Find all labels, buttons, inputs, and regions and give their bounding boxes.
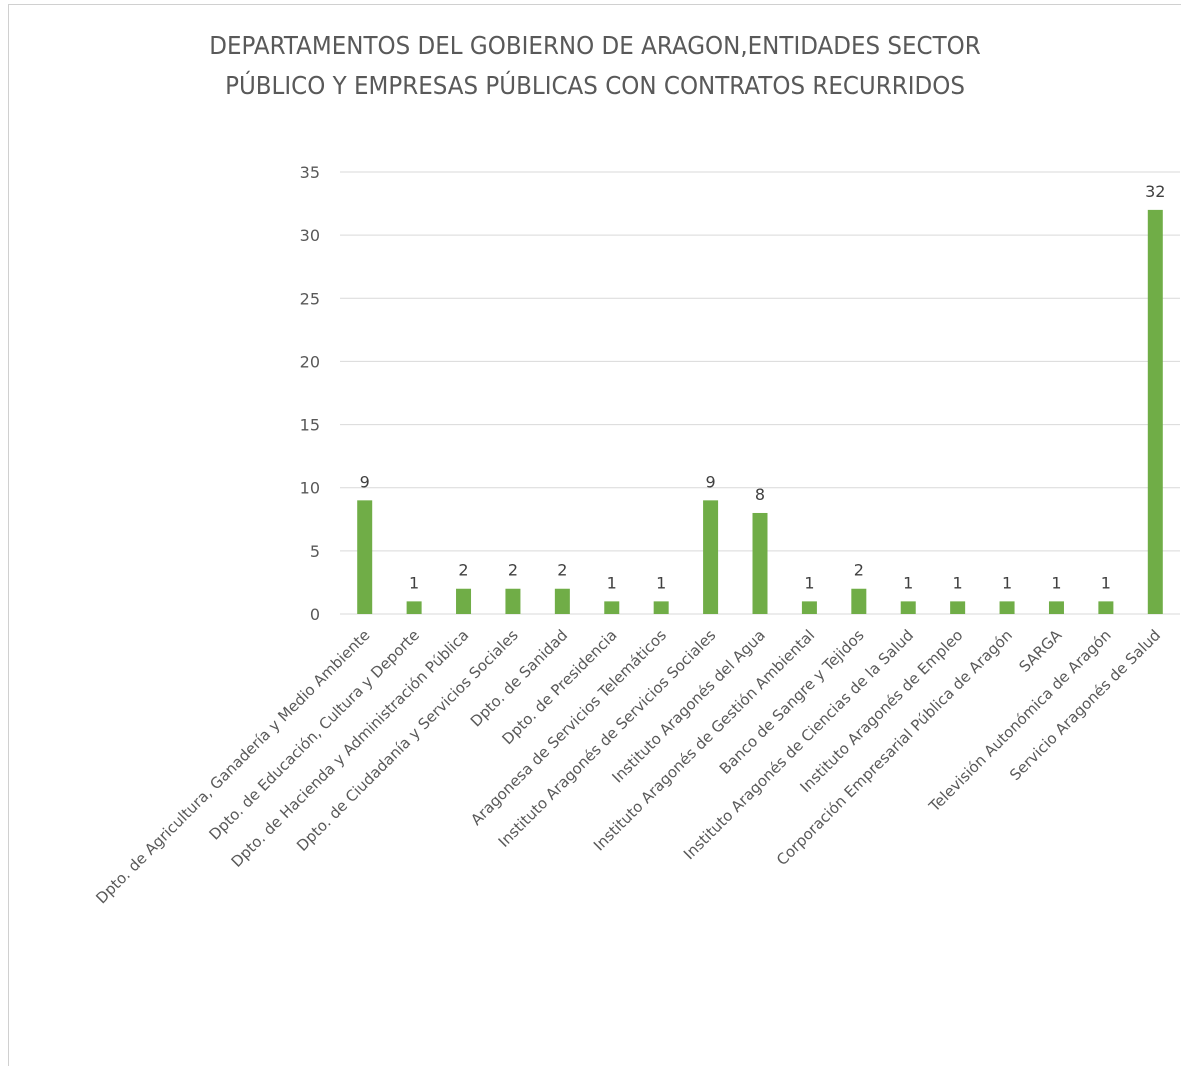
bar bbox=[1048, 601, 1064, 614]
data-label: 2 bbox=[508, 561, 518, 580]
bar bbox=[505, 588, 521, 614]
y-tick-label: 0 bbox=[310, 605, 320, 624]
data-label: 2 bbox=[854, 561, 864, 580]
data-label: 1 bbox=[607, 573, 617, 592]
data-label: 1 bbox=[409, 573, 419, 592]
chart-title-line-2: PÚBLICO Y EMPRESAS PÚBLICAS CON CONTRATO… bbox=[225, 71, 965, 100]
y-tick-label: 20 bbox=[300, 352, 320, 371]
data-label: 1 bbox=[1101, 573, 1111, 592]
bar bbox=[357, 500, 373, 614]
data-label: 32 bbox=[1145, 182, 1165, 201]
y-tick-label: 15 bbox=[300, 416, 320, 435]
bar bbox=[950, 601, 966, 614]
category-label: Dpto. de Educación, Cultura y Deporte bbox=[205, 626, 422, 843]
chart-title: DEPARTAMENTOS DEL GOBIERNO DE ARAGON,ENT… bbox=[130, 26, 1059, 106]
bar bbox=[456, 588, 472, 614]
gridlines bbox=[340, 171, 1180, 615]
bar bbox=[752, 512, 768, 614]
data-label: 8 bbox=[755, 485, 765, 504]
data-labels: 9 1 2 2 2 1 1 9 8 1 2 1 1 1 1 1 32 bbox=[360, 182, 1166, 592]
bar bbox=[851, 588, 867, 614]
category-label: Dpto. de Hacienda y Administración Públi… bbox=[228, 626, 473, 871]
bar bbox=[900, 601, 916, 614]
bar bbox=[554, 588, 570, 614]
chart-title-line-1: DEPARTAMENTOS DEL GOBIERNO DE ARAGON,ENT… bbox=[209, 31, 981, 60]
bar bbox=[406, 601, 422, 614]
y-tick-label: 10 bbox=[300, 479, 320, 498]
data-label: 1 bbox=[903, 573, 913, 592]
data-label: 1 bbox=[1002, 573, 1012, 592]
bar bbox=[703, 500, 719, 614]
chart-frame bbox=[8, 4, 1181, 1066]
y-tick-label: 25 bbox=[300, 289, 320, 308]
data-label: 1 bbox=[656, 573, 666, 592]
bar bbox=[604, 601, 620, 614]
category-label: Televisión Autonómica de Aragón bbox=[925, 626, 1115, 816]
data-label: 1 bbox=[953, 573, 963, 592]
y-tick-label: 35 bbox=[300, 163, 320, 182]
bar bbox=[801, 601, 817, 614]
category-labels: Dpto. de Agricultura, Ganadería y Medio … bbox=[92, 626, 1164, 908]
data-label: 9 bbox=[705, 472, 715, 491]
data-label: 2 bbox=[458, 561, 468, 580]
y-axis-tick-labels: 0 5 10 15 20 25 30 35 bbox=[300, 163, 320, 624]
data-label: 9 bbox=[360, 472, 370, 491]
data-label: 2 bbox=[557, 561, 567, 580]
category-label: Instituto Aragonés de Ciencias de la Sal… bbox=[680, 626, 917, 863]
bar bbox=[653, 601, 669, 614]
y-tick-label: 5 bbox=[310, 542, 320, 561]
data-label: 1 bbox=[804, 573, 814, 592]
bars bbox=[357, 209, 1163, 614]
data-label: 1 bbox=[1051, 573, 1061, 592]
bar bbox=[999, 601, 1015, 614]
bar bbox=[1147, 209, 1163, 614]
category-label: SARGA bbox=[1016, 626, 1066, 676]
y-tick-label: 30 bbox=[300, 226, 320, 245]
bar bbox=[1098, 601, 1114, 614]
